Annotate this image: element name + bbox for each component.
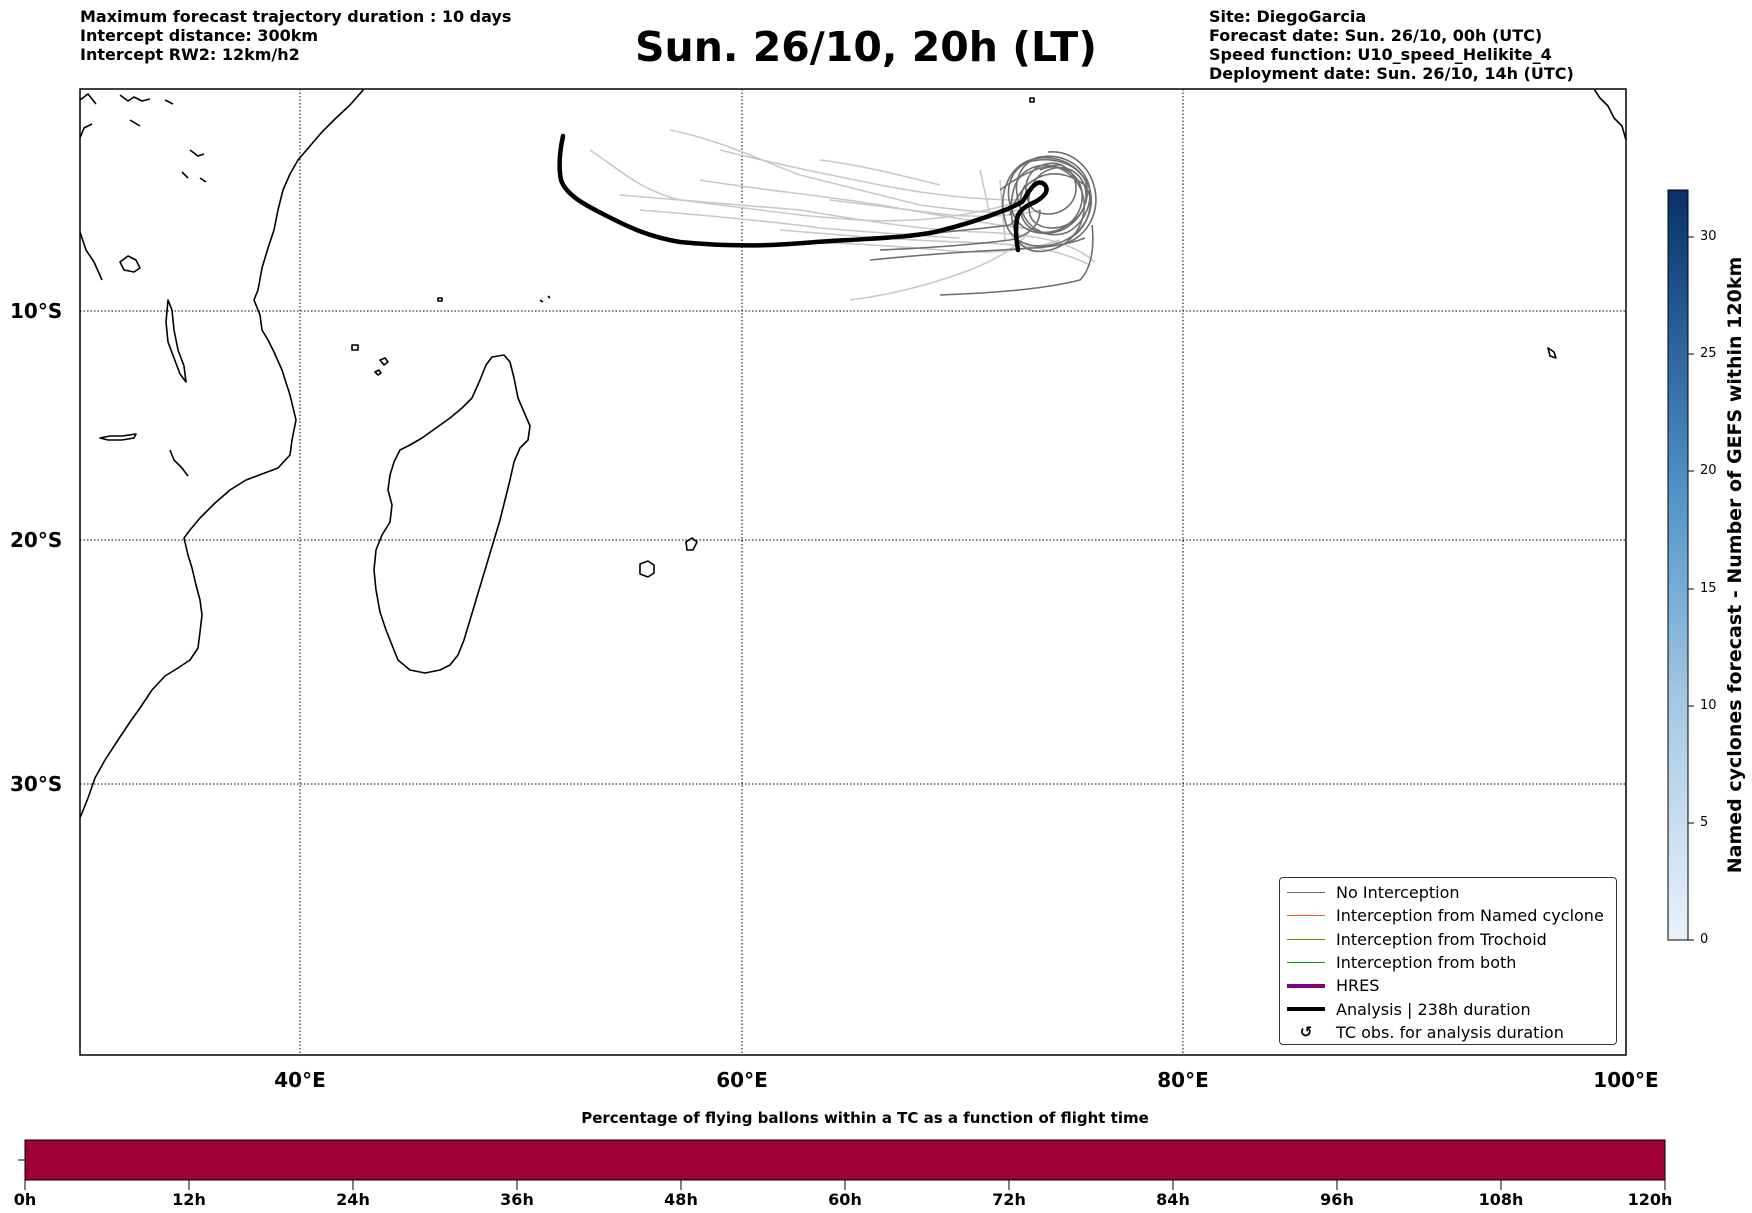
percentage-tick: 24h [336, 1190, 370, 1209]
percentage-bar-ticks [18, 1159, 1666, 1190]
colorbar-tick: 20 [1700, 463, 1717, 478]
speed-function-text: Speed function: U10_speed_Helikite_4 [1209, 45, 1552, 64]
lon-label-60e: 60°E [716, 1068, 768, 1092]
lat-label-10s: 10°S [10, 299, 63, 323]
lat-label-30s: 30°S [10, 772, 63, 796]
intercept-distance-text: Intercept distance: 300km [80, 26, 319, 45]
header-left: Maximum forecast trajectory duration : 1… [80, 7, 511, 64]
intercept-rw2-text: Intercept RW2: 12km/h2 [80, 45, 300, 64]
percentage-tick: 0h [13, 1190, 37, 1209]
legend-entry-analysis: Analysis | 238h duration [1280, 997, 1616, 1020]
page-title: Sun. 26/10, 20h (LT) [635, 23, 1097, 71]
colorbar-tick: 5 [1700, 815, 1709, 830]
max-duration-text: Maximum forecast trajectory duration : 1… [80, 7, 512, 26]
colorbar-tick: 15 [1700, 581, 1717, 596]
legend-label: TC obs. for analysis duration [1336, 1022, 1564, 1042]
forecast-trajectories-dark [869, 151, 1097, 296]
lon-label-40e: 40°E [274, 1068, 326, 1092]
legend-entry-named-cyclone: Interception from Named cyclone [1280, 904, 1616, 927]
site-text: Site: DiegoGarcia [1209, 7, 1367, 26]
percentage-tick: 120h [1627, 1190, 1673, 1209]
percentage-tick: 72h [992, 1190, 1026, 1209]
percentage-tick: 12h [172, 1190, 206, 1209]
legend: No Interception Interception from Named … [1279, 877, 1617, 1045]
colorbar [1667, 189, 1689, 941]
gridlines [80, 89, 1626, 1055]
madagascar [373, 354, 531, 674]
lon-label-80e: 80°E [1157, 1068, 1209, 1092]
analysis-trajectory [557, 133, 1049, 253]
percentage-tick: 96h [1320, 1190, 1354, 1209]
forecast-date-text: Forecast date: Sun. 26/10, 00h (UTC) [1209, 26, 1543, 45]
legend-label: Interception from Trochoid [1336, 929, 1547, 949]
percentage-tick: 48h [664, 1190, 698, 1209]
percentage-bar [24, 1139, 1666, 1181]
tc-obs-icon: ↺ [1299, 1023, 1313, 1042]
lat-label-20s: 20°S [10, 528, 63, 552]
colorbar-tick: 25 [1700, 346, 1717, 361]
colorbar-tick: 10 [1700, 698, 1717, 713]
legend-label: Interception from both [1336, 953, 1517, 973]
colorbar-tick: 0 [1700, 932, 1709, 947]
percentage-tick: 84h [1156, 1190, 1190, 1209]
legend-label: HRES [1336, 976, 1380, 996]
legend-entry-trochoid: Interception from Trochoid [1280, 928, 1616, 951]
coastline [80, 89, 1626, 819]
legend-label: No Interception [1336, 883, 1460, 903]
colorbar-tick: 30 [1700, 229, 1717, 244]
legend-entry-both: Interception from both [1280, 951, 1616, 974]
legend-entry-no-interception: No Interception [1280, 881, 1616, 904]
lon-label-100e: 100°E [1593, 1068, 1659, 1092]
colorbar-label: Named cyclones forecast - Number of GEFS… [1724, 256, 1746, 874]
percentage-tick: 60h [828, 1190, 862, 1209]
percentage-tick: 36h [500, 1190, 534, 1209]
header-right: Site: DiegoGarcia Forecast date: Sun. 26… [1209, 7, 1574, 83]
legend-label: Analysis | 238h duration [1336, 999, 1531, 1019]
percentage-tick: 108h [1478, 1190, 1524, 1209]
legend-entry-tc-obs: ↺ TC obs. for analysis duration [1280, 1021, 1616, 1044]
legend-label: Interception from Named cyclone [1336, 906, 1604, 926]
deployment-date-text: Deployment date: Sun. 26/10, 14h (UTC) [1209, 64, 1574, 83]
colorbar-ticks [1688, 236, 1694, 941]
percentage-bar-title: Percentage of flying ballons within a TC… [581, 1109, 1149, 1127]
africa-coast [80, 89, 365, 819]
legend-entry-hres: HRES [1280, 974, 1616, 997]
